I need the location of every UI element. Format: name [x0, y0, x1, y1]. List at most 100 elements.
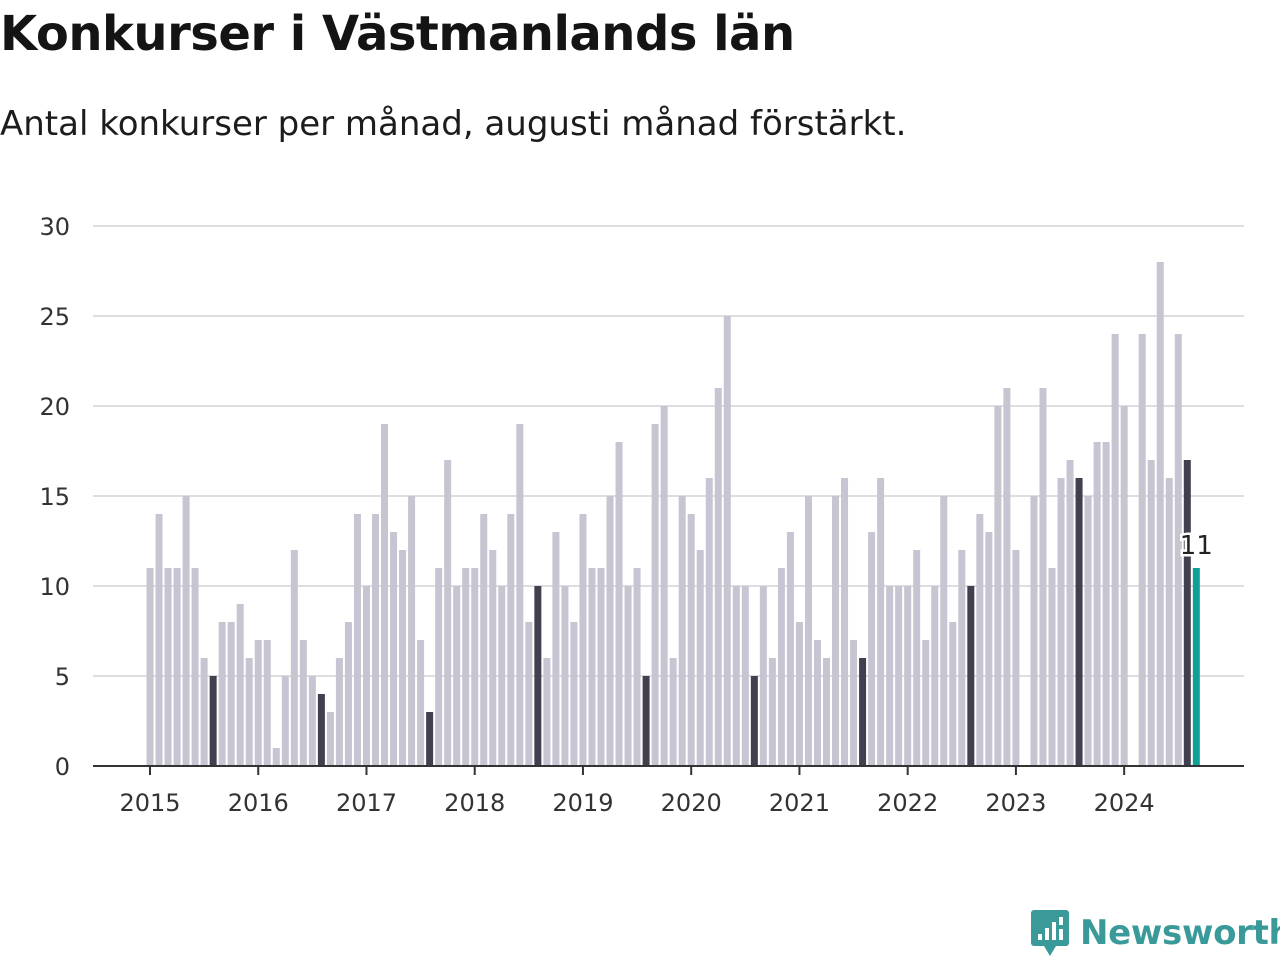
bar: [344, 622, 352, 766]
bar-august: [967, 586, 975, 766]
x-tick-label: 2017: [336, 789, 397, 817]
bar: [804, 496, 812, 766]
bars: [146, 262, 1200, 766]
bar: [714, 388, 722, 766]
bar: [579, 514, 587, 766]
bar-august: [642, 676, 650, 766]
bar: [705, 478, 713, 766]
y-tick-label: 10: [39, 573, 70, 601]
bar: [624, 586, 632, 766]
bar: [353, 514, 361, 766]
bar: [696, 550, 704, 766]
bar: [390, 532, 398, 766]
bar: [155, 514, 163, 766]
chart-title: Konkurser i Västmanlands län: [0, 6, 795, 62]
bar: [200, 658, 208, 766]
bar-august: [534, 586, 542, 766]
bar: [290, 550, 298, 766]
x-tick-label: 2018: [444, 789, 505, 817]
x-tick-label: 2016: [228, 789, 289, 817]
bar-august: [1183, 460, 1191, 766]
bar-august: [750, 676, 758, 766]
bar: [1120, 406, 1128, 766]
bar: [489, 550, 497, 766]
bar: [958, 550, 966, 766]
y-tick-label: 30: [39, 213, 70, 241]
bar: [823, 658, 830, 766]
bar: [759, 586, 767, 766]
bar: [633, 568, 641, 766]
bar-august: [859, 658, 867, 766]
bar: [182, 496, 190, 766]
bar-chart: 0 5 10 15 20 25 30 2015 2016 2017 2018 2019 2020 202…: [39, 213, 1244, 817]
bar-august: [1075, 478, 1083, 766]
bar: [1039, 388, 1047, 766]
x-tick-label: 2021: [769, 789, 830, 817]
y-axis-labels: 0 5 10 15 20 25 30: [39, 213, 70, 781]
x-tick-label: 2020: [661, 789, 722, 817]
bar: [272, 748, 280, 766]
bar: [561, 586, 569, 766]
bar: [326, 712, 334, 766]
bar: [1012, 550, 1020, 766]
bar: [1147, 460, 1155, 766]
bar: [922, 640, 930, 766]
x-tick-label: 2015: [119, 789, 180, 817]
bar: [1165, 478, 1173, 766]
bar: [173, 568, 181, 766]
bar: [588, 568, 596, 766]
bar: [245, 658, 253, 766]
bar: [1093, 442, 1101, 766]
bar: [525, 622, 533, 766]
bar: [408, 496, 416, 766]
bar: [1102, 442, 1110, 766]
bar: [615, 442, 623, 766]
bar: [813, 640, 821, 766]
bar: [1138, 334, 1146, 766]
bar: [913, 550, 921, 766]
bar: [435, 568, 443, 766]
x-tick-label: 2024: [1094, 789, 1155, 817]
bar: [335, 658, 343, 766]
bar: [723, 316, 731, 766]
bar: [462, 568, 470, 766]
bar: [1156, 262, 1164, 766]
bar: [453, 586, 461, 766]
bar: [687, 514, 695, 766]
bar: [381, 424, 389, 766]
bar: [480, 514, 488, 766]
bar: [985, 532, 993, 766]
bar: [1003, 388, 1011, 766]
y-tick-label: 15: [39, 483, 70, 511]
x-tick-label: 2023: [985, 789, 1046, 817]
bar: [832, 496, 840, 766]
x-tick-label: 2022: [877, 789, 938, 817]
bar: [543, 658, 551, 766]
bar: [606, 496, 614, 766]
bar: [570, 622, 578, 766]
x-tick-label: 2019: [552, 789, 613, 817]
bar: [597, 568, 605, 766]
bar: [651, 424, 659, 766]
bar: [1066, 460, 1074, 766]
bar: [146, 568, 154, 766]
bar: [886, 586, 894, 766]
newsworthy-logo-icon: [1031, 910, 1069, 956]
bar: [218, 622, 226, 766]
bar: [904, 586, 912, 766]
y-tick-label: 25: [39, 303, 70, 331]
latest-value-label: 11: [1180, 531, 1213, 561]
bar: [281, 676, 289, 766]
bar-latest: [1192, 568, 1200, 766]
bar: [507, 514, 515, 766]
bar: [841, 478, 849, 766]
bar: [895, 586, 903, 766]
bar: [1111, 334, 1119, 766]
bar: [417, 640, 425, 766]
bar: [191, 568, 199, 766]
bar: [552, 532, 560, 766]
bar: [994, 406, 1002, 766]
bar: [768, 658, 776, 766]
bar: [669, 658, 677, 766]
bar: [1084, 496, 1092, 766]
